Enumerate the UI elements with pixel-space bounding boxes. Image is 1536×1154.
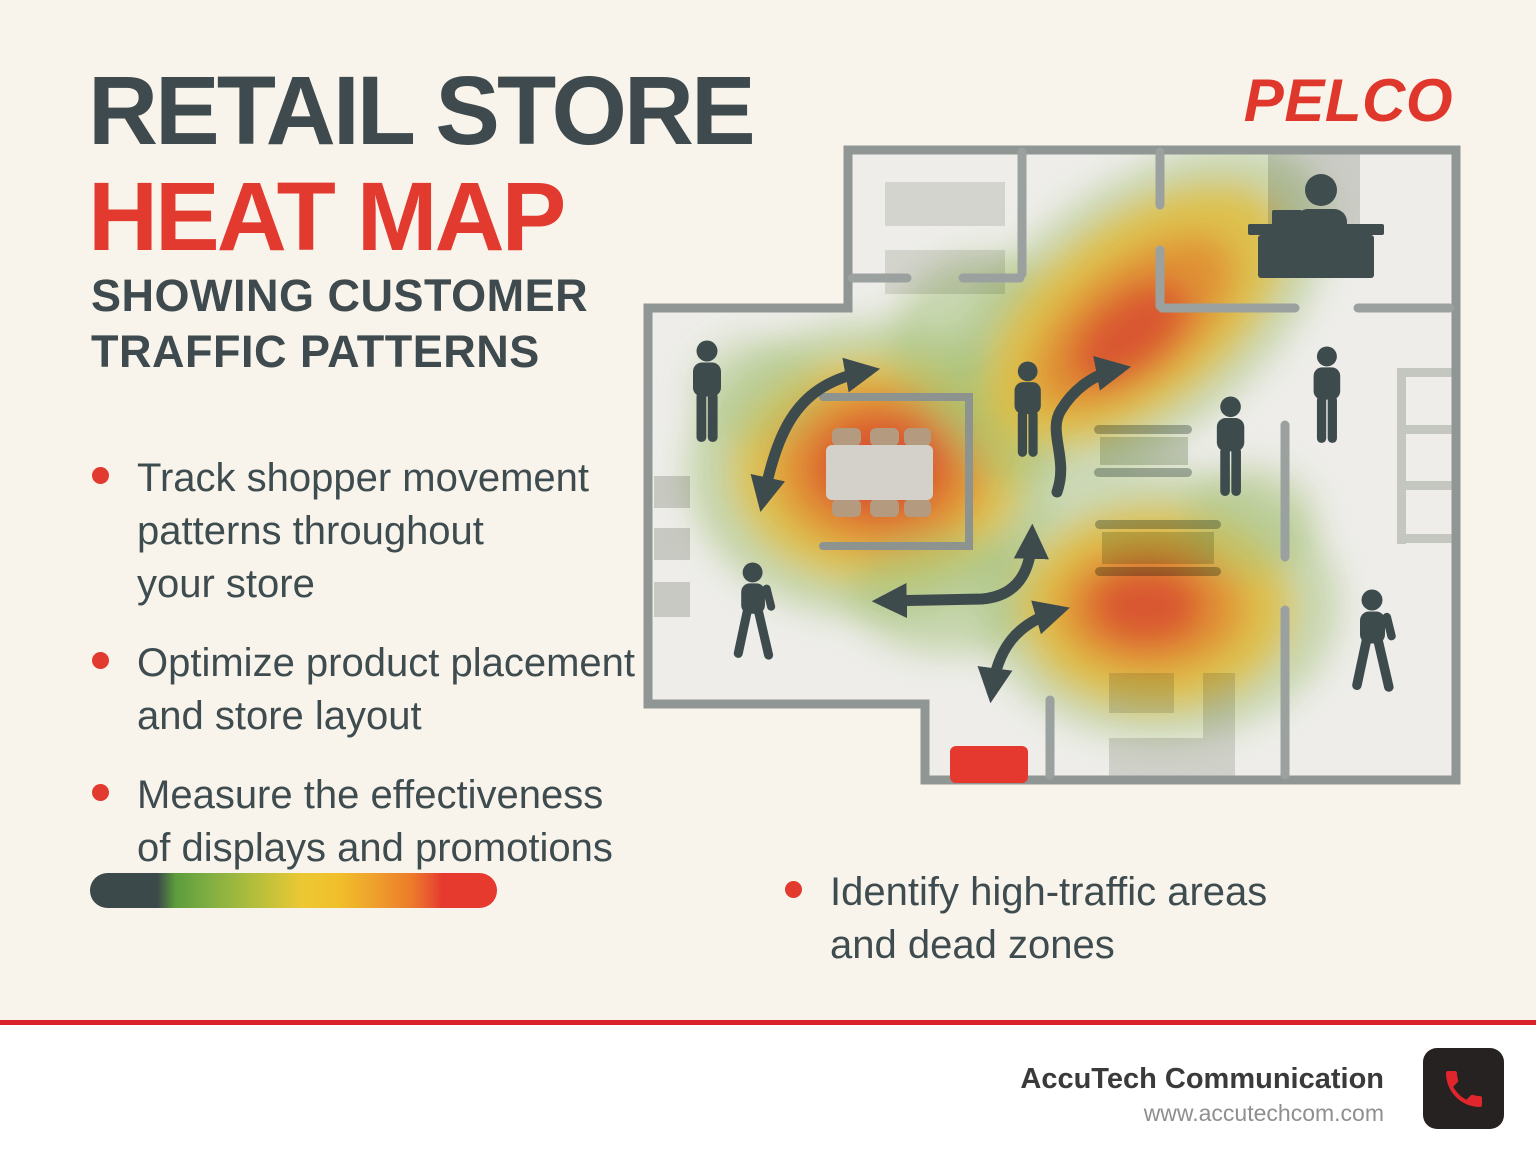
bullet-dot-icon (785, 881, 802, 898)
page-subtitle: SHOWING CUSTOMER TRAFFIC PATTERNS (91, 268, 588, 380)
traffic-flow-arrows (750, 356, 1132, 704)
footer-website: www.accutechcom.com (1143, 1100, 1384, 1126)
stockroom-shelf (885, 182, 1005, 226)
footer-company-name: AccuTech Communication (1020, 1063, 1384, 1095)
bullet-text: Optimize product placement and store lay… (137, 641, 636, 738)
wall-fixture (654, 528, 690, 560)
footer-divider (0, 1020, 1536, 1025)
bullet-identify-traffic: Identify high-traffic areas and dead zon… (785, 866, 1267, 972)
bullet-text: Measure the effectiveness of displays an… (137, 773, 613, 870)
bullet-text: Track shopper movement patterns througho… (137, 456, 590, 606)
arrow-around-table (750, 357, 881, 513)
walls (643, 145, 1461, 785)
title-line-2: HEAT MAP (88, 162, 566, 271)
display-table (826, 445, 933, 500)
page-title: RETAIL STORE HEAT MAP (88, 56, 756, 271)
bullet-text: Identify high-traffic areas and dead zon… (830, 870, 1268, 967)
heat-intensity-legend (90, 873, 497, 908)
interior-walls (847, 147, 1455, 780)
arrow-left-cross (871, 523, 1049, 619)
footer: AccuTech Communication www.accutechcom.c… (0, 1025, 1536, 1154)
arrow-up-aisle (1050, 356, 1132, 498)
receptionist-person-icon (1305, 174, 1337, 206)
brand-logo: PELCO (1243, 67, 1453, 134)
phone-icon (1445, 1070, 1482, 1107)
bullet-optimize-placement: Optimize product placement and store lay… (92, 637, 635, 743)
bullet-dot-icon (92, 467, 109, 484)
wall-fixture (654, 582, 690, 617)
display-table-group (826, 428, 933, 517)
arrow-entrance (977, 600, 1070, 704)
bullet-measure-effectiveness: Measure the effectiveness of displays an… (92, 769, 613, 875)
bullet-dot-icon (92, 652, 109, 669)
wall-rack (1397, 368, 1453, 544)
subtitle-line-2: TRAFFIC PATTERNS (91, 326, 540, 377)
reception-desk (1258, 235, 1374, 278)
entrance-mat (950, 746, 1028, 783)
store-floor-plan (643, 145, 1461, 785)
desk-item (1272, 210, 1302, 225)
phone-tile (1423, 1048, 1504, 1129)
wall-fixture (654, 476, 690, 508)
reception-desk-group (1248, 174, 1384, 278)
outer-wall (643, 145, 1461, 785)
bullet-dot-icon (92, 784, 109, 801)
bullet-track-shoppers: Track shopper movement patterns througho… (92, 452, 589, 611)
reception-desk (1248, 224, 1384, 235)
title-line-1: RETAIL STORE (88, 56, 756, 165)
receptionist-person-icon (1295, 209, 1347, 226)
subtitle-line-1: SHOWING CUSTOMER (91, 270, 589, 321)
